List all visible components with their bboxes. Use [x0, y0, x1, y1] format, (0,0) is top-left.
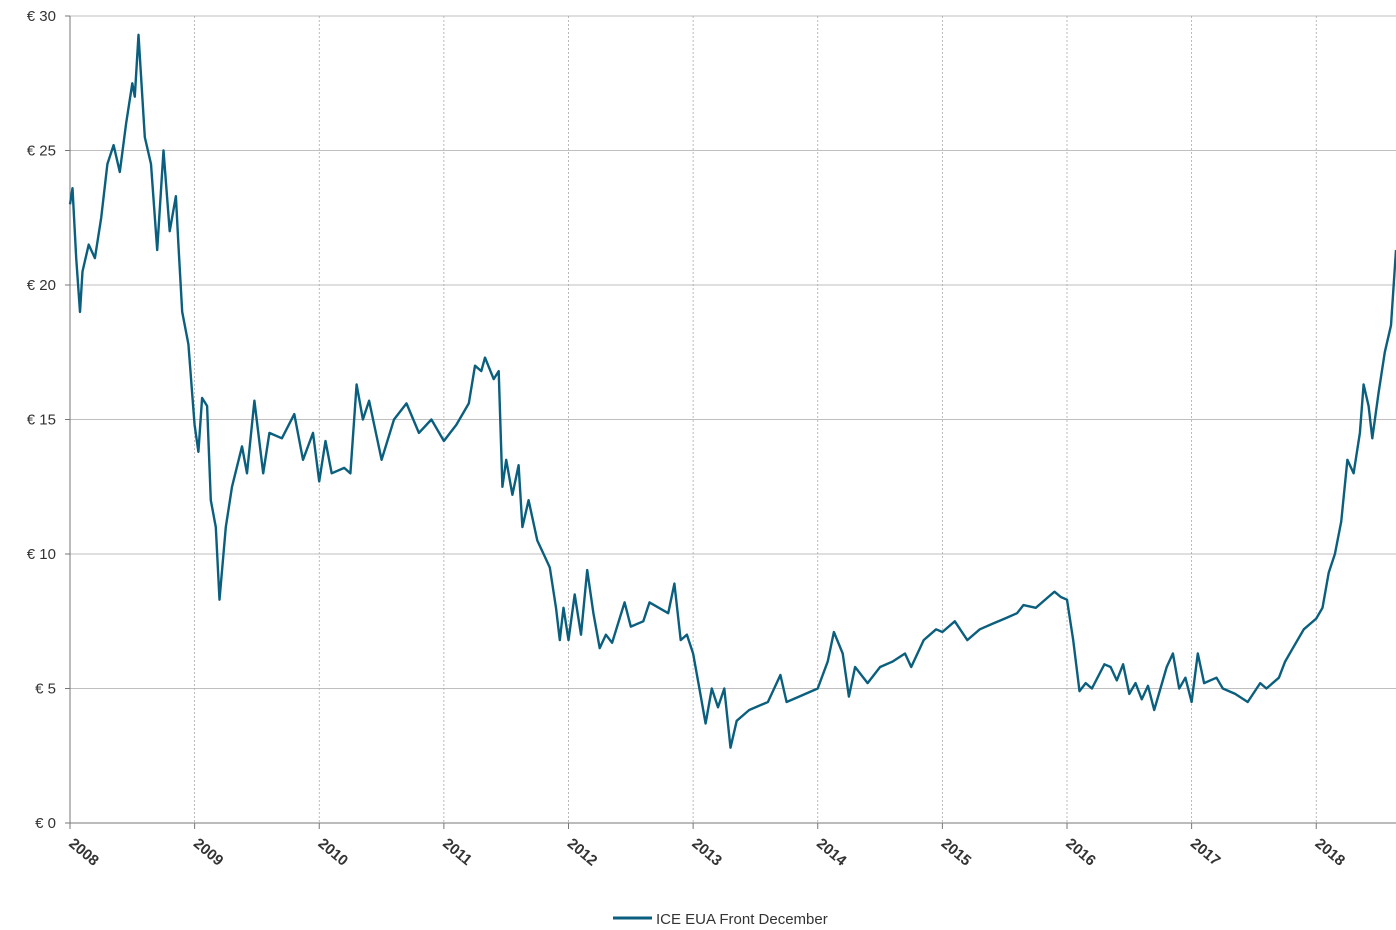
legend-label: ICE EUA Front December: [656, 911, 828, 928]
x-tick-label: 2009: [190, 835, 226, 869]
x-tick-label: 2018: [1312, 835, 1348, 869]
x-tick-label: 2013: [689, 835, 725, 869]
y-tick-label: € 10: [27, 546, 56, 563]
data-line: [68, 33, 1396, 749]
x-tick-label: 2015: [938, 835, 974, 869]
x-tick-label: 2011: [439, 835, 475, 869]
y-tick-label: € 5: [35, 681, 56, 698]
x-tick-label: 2008: [65, 835, 101, 869]
x-tick-label: 2017: [1187, 835, 1223, 869]
x-tick-label: 2016: [1062, 835, 1098, 869]
x-tick-label: 2014: [813, 835, 850, 870]
y-tick-label: € 0: [35, 815, 56, 832]
x-tick-label: 2010: [315, 835, 351, 869]
y-tick-label: € 15: [27, 412, 56, 429]
y-tick-label: € 20: [27, 277, 56, 294]
x-tick-label: 2012: [564, 835, 600, 869]
y-tick-label: € 25: [27, 143, 56, 160]
y-tick-label: € 30: [27, 8, 56, 25]
